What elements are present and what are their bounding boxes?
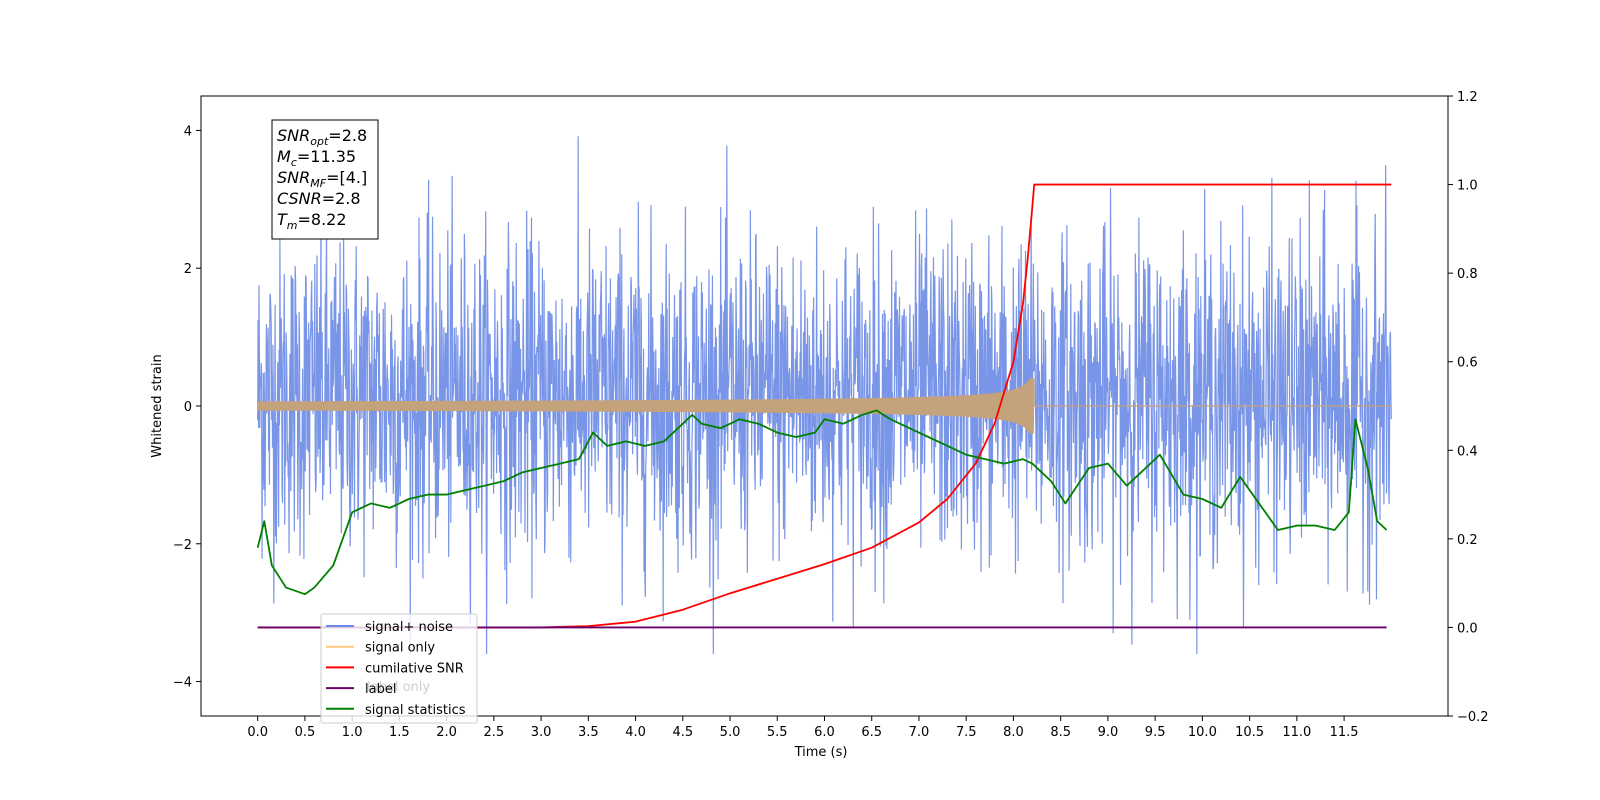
legend-label: signal statistics: [365, 703, 466, 718]
x-axis-label: Time (s): [794, 745, 848, 760]
series-line-signal-statistics: [256, 409, 1388, 596]
x-tick-label: 1.5: [389, 725, 410, 740]
annotation-line: CSNR=2.8: [277, 189, 361, 208]
y-left-tick-label: 0: [184, 400, 192, 415]
y-axis-right: −0.2 0.0 0.2 0.4 0.6 0.8 1.0 1.2: [1448, 90, 1489, 725]
x-tick-label: 8.0: [1003, 725, 1024, 740]
y-right-tick-label: 0.0: [1457, 621, 1478, 636]
y-right-tick-label: 0.6: [1457, 356, 1478, 371]
y-left-tick-label: 4: [184, 124, 192, 139]
x-tick-label: 10.0: [1188, 725, 1217, 740]
y-left-tick-label: −4: [173, 676, 192, 691]
x-axis: 0.0 0.5 1.0 1.5 2.0 2.5 3.0 3.5 4.0 4.5 5.0 5.5 6.0 6…: [247, 716, 1359, 740]
y-right-tick-label: −0.2: [1457, 710, 1489, 725]
legend-label: label: [365, 682, 396, 697]
y-left-tick-label: −2: [173, 538, 192, 553]
y-axis-label: Whitened strain: [150, 354, 165, 457]
x-tick-label: 1.0: [342, 725, 363, 740]
x-tick-label: 11.5: [1330, 725, 1359, 740]
x-tick-label: 6.5: [861, 725, 882, 740]
x-tick-label: 11.0: [1282, 725, 1311, 740]
x-tick-label: 4.5: [672, 725, 693, 740]
x-tick-label: 8.5: [1050, 725, 1071, 740]
x-tick-label: 7.0: [909, 725, 930, 740]
y-right-tick-label: 0.2: [1457, 533, 1478, 548]
x-tick-label: 0.5: [295, 725, 316, 740]
annotation-line: SNRopt=2.8: [277, 126, 367, 148]
legend-frame: [320, 613, 478, 724]
y-left-tick-label: 2: [184, 262, 192, 277]
x-tick-label: 2.5: [484, 725, 505, 740]
y-axis-left: −4 −2 0 2 4: [173, 124, 201, 691]
annotation-line: SNRMF=[4.]: [277, 168, 367, 190]
series-line-cumilative-snr: [257, 183, 1392, 629]
x-tick-label: 0.0: [247, 725, 268, 740]
x-tick-label: 5.5: [767, 725, 788, 740]
x-tick-label: 4.0: [625, 725, 646, 740]
y-right-tick-label: 0.4: [1457, 444, 1478, 459]
y-right-tick-label: 1.0: [1457, 179, 1478, 194]
x-tick-label: 3.0: [531, 725, 552, 740]
x-tick-label: 9.5: [1145, 725, 1166, 740]
x-tick-label: 7.5: [956, 725, 977, 740]
x-tick-label: 10.5: [1235, 725, 1264, 740]
legend-label: signal only: [365, 641, 435, 656]
legend-label: signal+ noise: [365, 620, 453, 635]
legend-label: cumilative SNR: [365, 661, 464, 676]
annotation-line: Mc=11.35: [277, 147, 356, 169]
y-right-tick-label: 1.2: [1457, 90, 1478, 105]
x-tick-label: 6.0: [814, 725, 835, 740]
annotation-frame: [271, 119, 379, 240]
series-signal-only: [257, 378, 1392, 434]
x-tick-label: 5.0: [720, 725, 741, 740]
annotation-line: Tm=8.22: [277, 210, 347, 232]
x-tick-label: 9.0: [1098, 725, 1119, 740]
x-tick-label: 2.0: [436, 725, 457, 740]
signal-only-line: [257, 378, 1392, 434]
x-tick-label: 3.5: [578, 725, 599, 740]
y-right-tick-label: 0.8: [1457, 267, 1478, 282]
